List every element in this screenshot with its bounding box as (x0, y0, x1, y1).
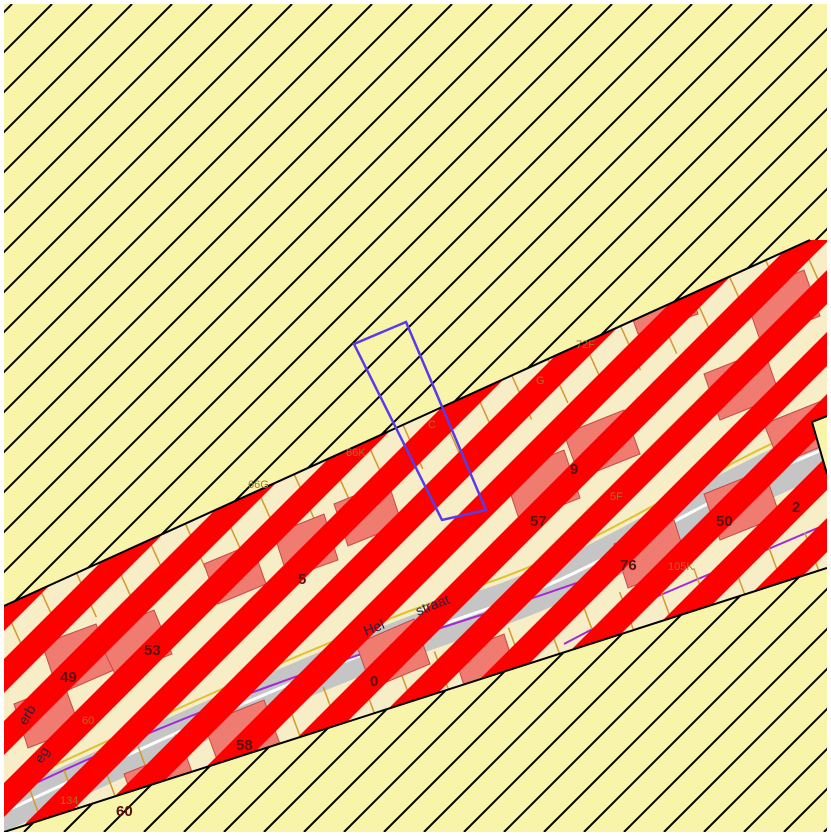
parcel-label: 60 (82, 715, 94, 727)
parcel-label: 72F (576, 339, 595, 351)
map-canvas[interactable]: 53 49 57 76 60 58 0 50 2 5 9 66K 66G 72F… (4, 4, 827, 832)
hatch-line (4, 4, 533, 606)
hatch-line (4, 4, 613, 606)
hatch-line (4, 4, 733, 606)
street-name-label: Hel (361, 616, 386, 639)
strip-notch (810, 415, 827, 475)
hatch-line (463, 568, 827, 832)
hatch-line (4, 4, 813, 606)
parcel-label: 105K (668, 561, 694, 573)
hatch-line (383, 568, 827, 832)
hatch-line (4, 4, 413, 606)
hatch-line (4, 4, 173, 606)
red-hatch-line (149, 240, 827, 832)
house-number-label: 50 (716, 513, 733, 530)
strip-lower-boundary (4, 567, 827, 832)
parcel-label: 66G (248, 479, 269, 491)
parcel-label: C (428, 419, 436, 431)
red-hatch-line (87, 240, 827, 832)
hatch-line (4, 4, 213, 606)
hatch-line (4, 4, 453, 606)
hatch-line (4, 4, 693, 606)
house-number-label: 49 (60, 669, 77, 686)
hatch-line (4, 4, 653, 606)
hatch-line (543, 568, 827, 832)
hatch-line (423, 568, 827, 832)
red-hatch-line (273, 240, 827, 832)
house-number-label: 60 (116, 803, 133, 820)
map-labels: 53 49 57 76 60 58 0 50 2 5 9 66K 66G 72F… (15, 339, 801, 820)
street-name-label-4: eg (31, 744, 53, 765)
house-number-label: 57 (530, 513, 547, 530)
hatch-line (583, 568, 827, 832)
hatch-line (4, 4, 293, 606)
hatch-line (4, 4, 253, 606)
hatch-line (4, 4, 573, 606)
hatch-line (4, 4, 493, 606)
house-number-label: 2 (792, 499, 800, 516)
red-hatch-line (211, 240, 827, 832)
house-number-label: 53 (144, 642, 161, 659)
hatch-line (503, 568, 827, 832)
strip-upper-boundary (4, 239, 811, 607)
hatch-line (343, 568, 827, 832)
house-number-label: 0 (370, 673, 378, 690)
hatch-line (4, 4, 373, 606)
hatch-line (4, 4, 773, 606)
selection-outline-icon[interactable] (352, 320, 488, 522)
parcel-label: 66K (346, 447, 366, 459)
house-number-label: 5 (298, 571, 306, 588)
hatch-line (303, 568, 827, 832)
parcel-label: G (536, 375, 545, 387)
house-number-label: 76 (620, 557, 637, 574)
hatch-line (663, 568, 827, 832)
hatch-line (623, 568, 827, 832)
house-number-label: 58 (236, 737, 253, 754)
house-number-label: 9 (570, 461, 578, 478)
hatch-line (4, 4, 333, 606)
parcel-label: 134 (60, 795, 78, 807)
parcel-label: 5F (610, 491, 623, 503)
